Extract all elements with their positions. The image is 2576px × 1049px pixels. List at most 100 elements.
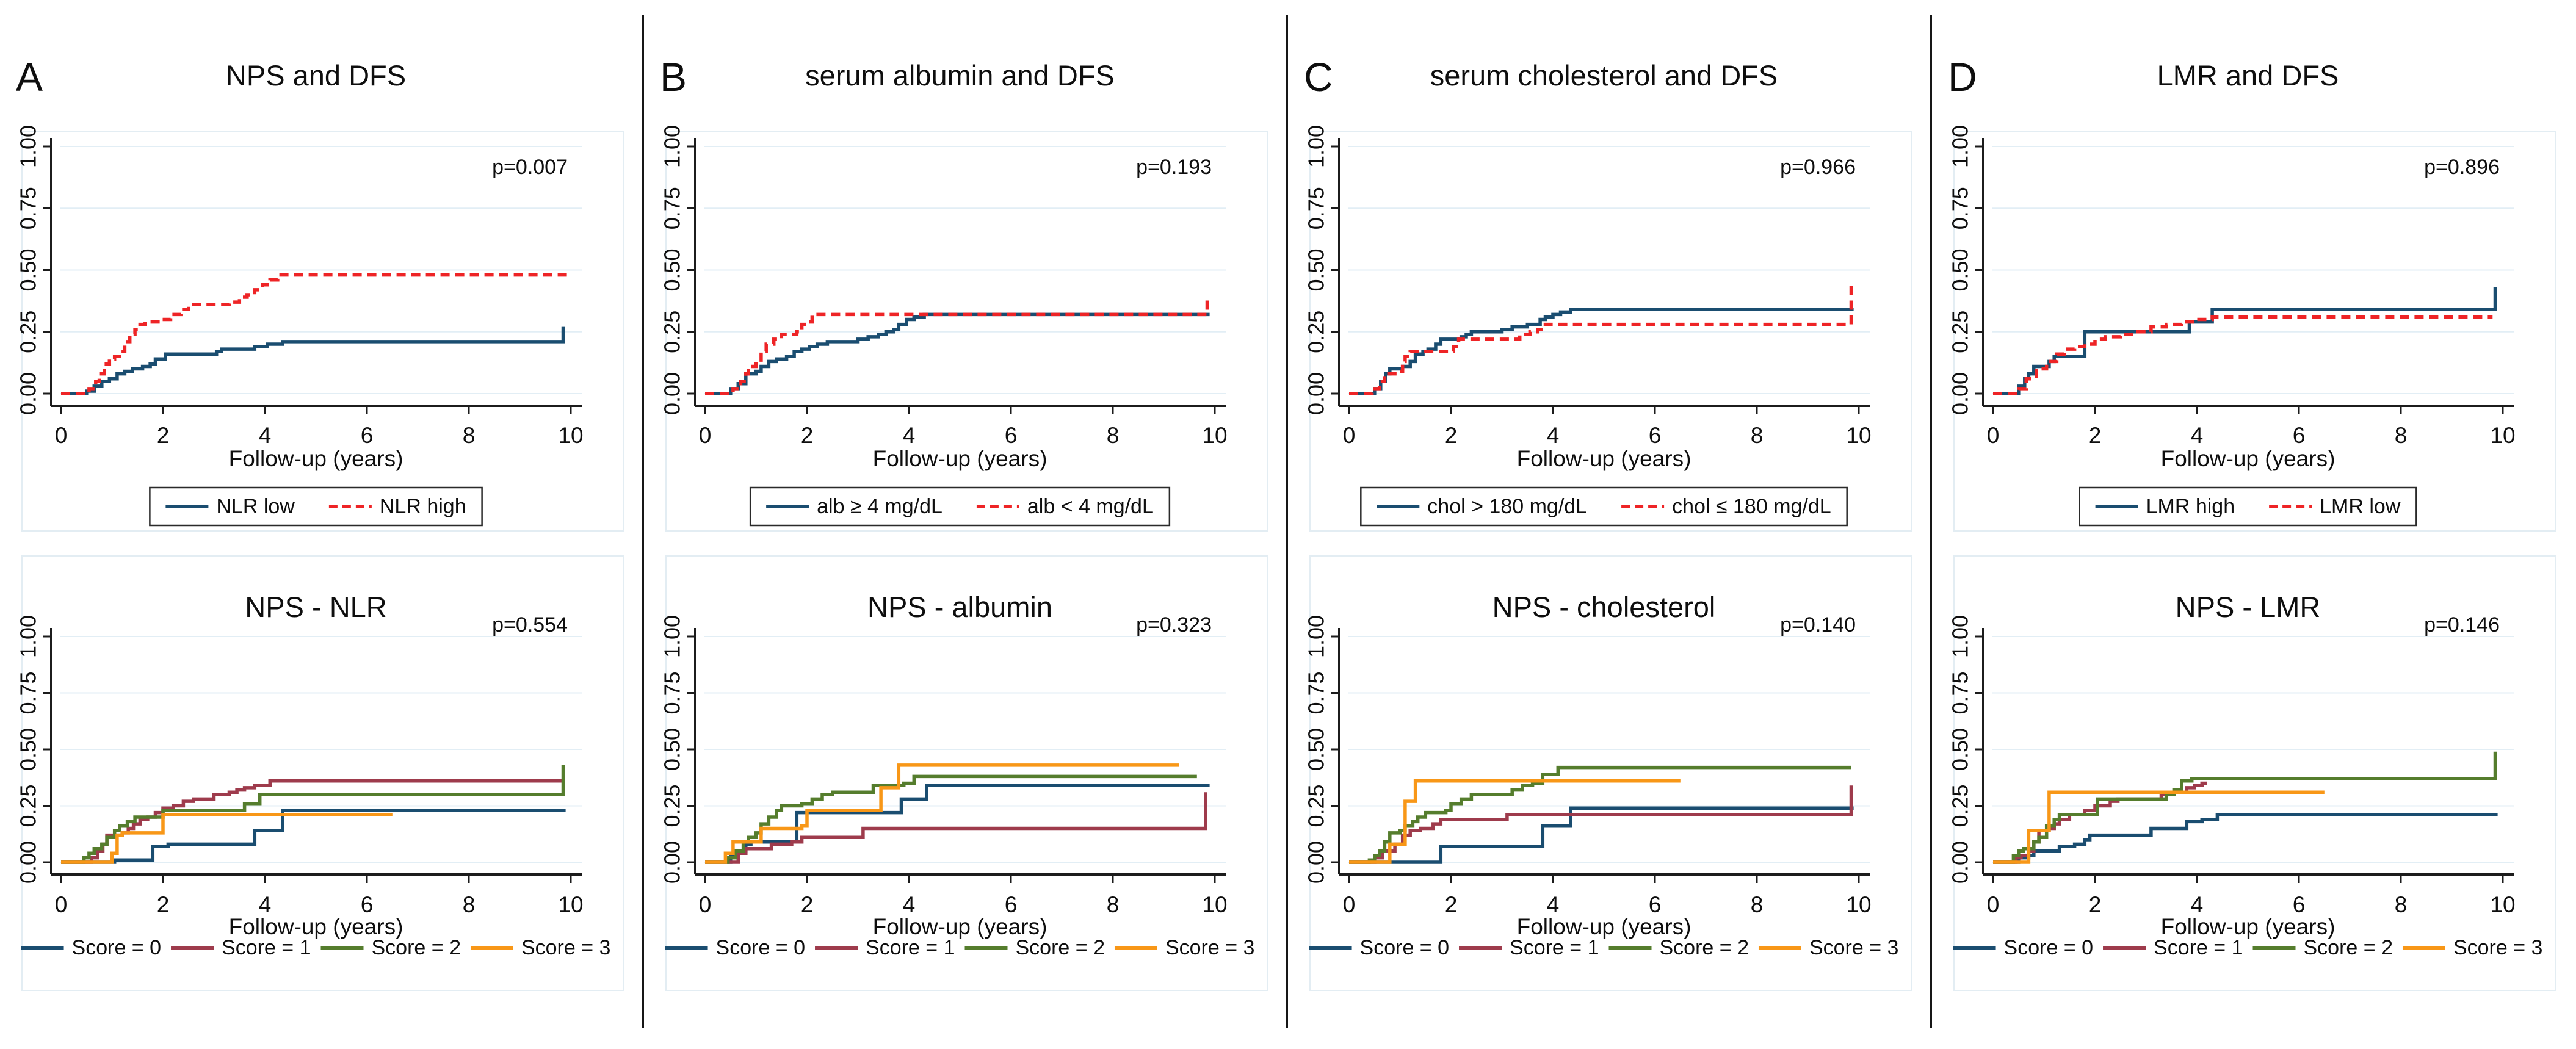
p-value: p=0.146 xyxy=(2424,613,2500,636)
x-axis-label: Follow-up (years) xyxy=(1517,914,1691,939)
survival-chart-svg: NPS - cholesterol p=0.140 0.00 0.25 0.50 0.75… xyxy=(1304,555,1912,991)
x-tick-label: 2 xyxy=(801,423,814,448)
legend-box xyxy=(749,486,1171,527)
y-tick-label: 0.50 xyxy=(1304,728,1329,771)
p-value: p=0.140 xyxy=(1780,613,1856,636)
y-tick-label: 0.75 xyxy=(1304,187,1329,229)
legend-label: Score = 0 xyxy=(716,936,805,959)
y-tick-label: 1.00 xyxy=(1948,615,1973,658)
x-tick-label: 0 xyxy=(1987,892,2000,917)
legend-label: Score = 2 xyxy=(1660,936,1749,959)
panel-letter-c: C xyxy=(1304,54,1334,99)
x-tick-label: 6 xyxy=(1005,423,1018,448)
x-tick-label: 0 xyxy=(55,423,68,448)
chart-lmr-dfs: LMR and DFS p=0.896 0.00 0.25 0.50 0.75 1.00 0 2… xyxy=(1932,31,2576,549)
p-value: p=0.323 xyxy=(1136,613,1212,636)
legend-label: LMR low xyxy=(2320,495,2401,518)
x-tick-label: 6 xyxy=(2293,892,2306,917)
legend-label: Score = 3 xyxy=(1809,936,1898,959)
legend-label: Score = 3 xyxy=(2453,936,2542,959)
chart-nps-albumin: NPS - albumin p=0.323 0.00 0.25 0.50 0.75 1.00… xyxy=(644,545,1288,1033)
x-tick-label: 2 xyxy=(2089,892,2102,917)
series-score-3 xyxy=(705,763,1179,864)
series-score-3 xyxy=(61,813,393,864)
y-tick-label: 0.00 xyxy=(1948,372,1973,415)
graph-region xyxy=(665,131,1268,532)
graph-region xyxy=(665,555,1268,991)
x-tick-label: 4 xyxy=(2191,892,2204,917)
panel-divider xyxy=(1286,15,1288,1028)
y-tick-label: 0.00 xyxy=(660,841,685,884)
x-tick-label: 8 xyxy=(2395,892,2408,917)
x-tick-label: 6 xyxy=(1005,892,1018,917)
legend-label: alb < 4 mg/dL xyxy=(1027,495,1154,518)
survival-chart-svg: serum cholesterol and DFS p=0.966 0.00 0.25… xyxy=(1304,59,1912,532)
y-tick-label: 0.25 xyxy=(1304,311,1329,353)
x-tick-label: 8 xyxy=(463,892,476,917)
x-tick-label: 8 xyxy=(463,423,476,448)
series-score-3 xyxy=(1993,790,2325,864)
x-tick-label: 10 xyxy=(1202,423,1227,448)
graph-region xyxy=(1309,131,1912,532)
panel-letter-a: A xyxy=(16,54,44,99)
x-axis-label: Follow-up (years) xyxy=(229,446,403,471)
survival-chart-svg: serum albumin and DFS p=0.193 0.00 0.25 0.50… xyxy=(660,59,1268,532)
y-tick-label: 0.75 xyxy=(1948,187,1973,229)
y-tick-label: 1.00 xyxy=(16,615,41,658)
legend-label: Score = 2 xyxy=(1016,936,1105,959)
y-tick-label: 0.50 xyxy=(16,248,41,291)
y-tick-label: 0.00 xyxy=(1948,841,1973,884)
x-tick-label: 8 xyxy=(1107,892,1120,917)
x-tick-label: 4 xyxy=(903,892,916,917)
y-tick-label: 0.75 xyxy=(660,671,685,714)
y-tick-label: 0.00 xyxy=(16,372,41,415)
panel-divider xyxy=(642,15,644,1028)
y-tick-label: 0.50 xyxy=(660,248,685,291)
panel-d: D LMR and DFS p=0.896 0.00 0.25 0.50 0.75 1.00… xyxy=(1932,0,2576,1049)
legend-label: Score = 0 xyxy=(2004,936,2093,959)
x-axis-label: Follow-up (years) xyxy=(229,914,403,939)
survival-chart-svg: NPS - albumin p=0.323 0.00 0.25 0.50 0.75 1.00… xyxy=(660,555,1268,991)
legend-box xyxy=(1360,486,1848,527)
chart-title: NPS - LMR xyxy=(2176,591,2321,623)
panel-letter-b: B xyxy=(660,54,688,99)
legend-label: chol ≤ 180 mg/dL xyxy=(1672,495,1831,518)
chart-title: NPS - cholesterol xyxy=(1492,591,1716,623)
series-lmr-low xyxy=(1993,315,2493,395)
y-tick-label: 0.25 xyxy=(660,784,685,827)
x-tick-label: 8 xyxy=(1751,892,1764,917)
series-score-2 xyxy=(61,765,565,864)
legend-label: NLR low xyxy=(216,495,295,518)
legend-label: Score = 2 xyxy=(2304,936,2393,959)
x-tick-label: 6 xyxy=(2293,423,2306,448)
legend-label: Score = 1 xyxy=(2154,936,2243,959)
x-tick-label: 4 xyxy=(259,423,272,448)
x-tick-label: 4 xyxy=(1547,423,1560,448)
legend-label: Score = 3 xyxy=(1165,936,1254,959)
p-value: p=0.966 xyxy=(1780,156,1856,179)
legend-label: Score = 0 xyxy=(72,936,161,959)
chart-title: LMR and DFS xyxy=(2157,59,2339,92)
chart-cholesterol-dfs: serum cholesterol and DFS p=0.966 0.00 0.25… xyxy=(1288,31,1932,549)
chart-nps-cholesterol: NPS - cholesterol p=0.140 0.00 0.25 0.50 0.75… xyxy=(1288,545,1932,1033)
x-tick-label: 6 xyxy=(1649,892,1662,917)
y-tick-label: 0.50 xyxy=(1948,728,1973,771)
x-tick-label: 8 xyxy=(1751,423,1764,448)
y-tick-label: 0.25 xyxy=(16,311,41,353)
y-tick-label: 0.00 xyxy=(1304,372,1329,415)
x-tick-label: 0 xyxy=(699,423,712,448)
chart-nps-nlr: NPS - NLR p=0.554 0.00 0.25 0.50 0.75 1.00 0 2 4 6… xyxy=(0,545,644,1033)
series-score-1 xyxy=(1349,785,1853,864)
x-tick-label: 4 xyxy=(903,423,916,448)
chart-nps-dfs: NPS and DFS p=0.007 0.00 0.25 0.50 0.75 1.00 0 2… xyxy=(0,31,644,549)
survival-chart-svg: LMR and DFS p=0.896 0.00 0.25 0.50 0.75 1.00 0 2… xyxy=(1948,59,2556,532)
survival-chart-svg: NPS - NLR p=0.554 0.00 0.25 0.50 0.75 1.00 0 2 4 6… xyxy=(16,555,624,991)
x-axis-label: Follow-up (years) xyxy=(1517,446,1691,471)
x-tick-label: 10 xyxy=(558,892,583,917)
graph-region xyxy=(21,555,624,991)
x-axis-label: Follow-up (years) xyxy=(2161,446,2335,471)
panel-b: B serum albumin and DFS p=0.193 0.00 0.25 0.… xyxy=(644,0,1288,1049)
legend-label: alb ≥ 4 mg/dL xyxy=(817,495,942,518)
y-tick-label: 0.75 xyxy=(16,671,41,714)
graph-region xyxy=(1953,131,2556,532)
